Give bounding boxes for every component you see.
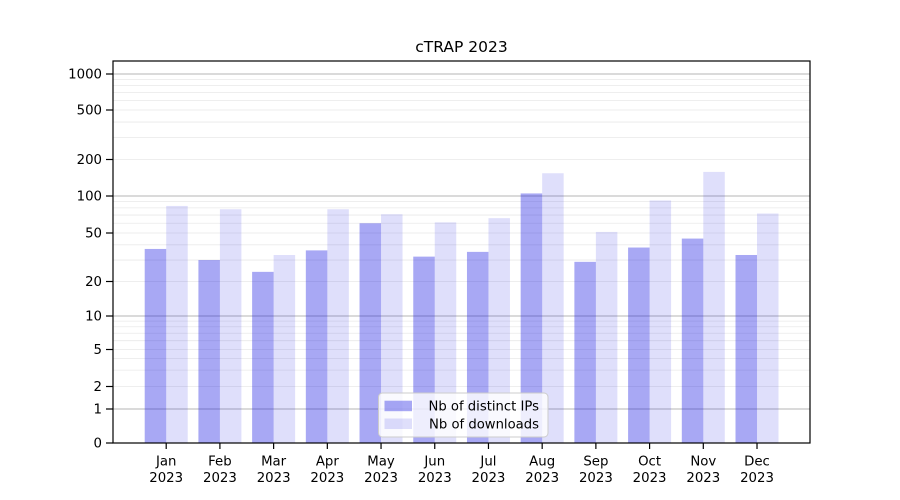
y-tick-label-100: 100 — [77, 190, 102, 205]
legend-box — [378, 392, 549, 438]
x-tick-label-year-jul: 2023 — [472, 471, 506, 486]
y-tick-label-50: 50 — [85, 227, 102, 242]
bar-downloads-sep — [595, 231, 618, 443]
x-tick-label-year-dec: 2023 — [740, 471, 774, 486]
x-tick-label-month-feb: Feb — [208, 455, 232, 470]
bar-downloads-dec — [757, 213, 779, 443]
x-tick-label-year-nov: 2023 — [686, 471, 720, 486]
legend-label-distinct-ips: Nb of distinct IPs — [428, 400, 539, 415]
x-tick-label-month-jun: Jun — [423, 455, 445, 470]
chart-title: cTRAP 2023 — [415, 38, 507, 56]
y-tick-label-200: 200 — [77, 153, 102, 168]
bar-distinct-ips-may — [359, 223, 382, 443]
bar-distinct-ips-aug — [520, 193, 543, 443]
y-tick-label-10: 10 — [85, 310, 102, 325]
x-tick-label-year-aug: 2023 — [525, 471, 559, 486]
x-tick-label-year-may: 2023 — [364, 471, 398, 486]
legend-swatch-downloads — [384, 418, 412, 429]
y-tick-label-1000: 1000 — [68, 68, 102, 83]
x-tick-label-year-apr: 2023 — [310, 471, 344, 486]
bar-distinct-ips-mar — [252, 271, 274, 443]
bar-downloads-jan — [166, 205, 188, 443]
legend: Nb of distinct IPs Nb of downloads — [378, 392, 549, 438]
x-tick-label-month-may: May — [367, 455, 395, 470]
legend-swatch-distinct-ips — [384, 400, 412, 412]
bar-downloads-apr — [327, 209, 349, 443]
bar-downloads-jul — [488, 218, 510, 443]
y-tick-label-2: 2 — [94, 380, 102, 395]
legend-label-downloads: Nb of downloads — [429, 418, 539, 433]
y-tick-label-500: 500 — [77, 104, 102, 119]
x-tick-label-year-mar: 2023 — [257, 471, 291, 486]
x-tick-label-month-aug: Aug — [529, 455, 555, 470]
bar-distinct-ips-dec — [735, 254, 758, 443]
bar-distinct-ips-apr — [305, 250, 328, 443]
bar-downloads-may — [381, 214, 403, 443]
bar-distinct-ips-nov — [681, 238, 704, 443]
bar-downloads-jun — [434, 222, 457, 443]
x-tick-label-year-sep: 2023 — [579, 471, 613, 486]
bar-distinct-ips-oct — [628, 247, 650, 443]
x-tick-label-year-jun: 2023 — [418, 471, 452, 486]
bar-downloads-nov — [703, 171, 725, 443]
bar-distinct-ips-sep — [574, 261, 596, 443]
bar-downloads-oct — [649, 200, 672, 443]
x-tick-label-month-jan: Jan — [155, 455, 177, 470]
x-tick-label-month-jul: Jul — [479, 455, 496, 470]
bar-downloads-feb — [219, 209, 242, 443]
x-tick-label-month-apr: Apr — [316, 455, 340, 470]
x-tick-label-month-mar: Mar — [261, 455, 287, 470]
x-tick-label-year-jan: 2023 — [149, 471, 183, 486]
bar-downloads-aug — [542, 173, 564, 443]
y-tick-label-0: 0 — [94, 437, 102, 452]
bar-distinct-ips-feb — [198, 260, 220, 443]
bar-downloads-mar — [273, 254, 296, 443]
x-tick-label-month-oct: Oct — [638, 455, 661, 470]
x-tick-label-month-sep: Sep — [583, 455, 608, 470]
bar-distinct-ips-jan — [144, 248, 167, 443]
x-tick-label-month-nov: Nov — [690, 455, 716, 470]
y-tick-label-20: 20 — [85, 275, 102, 290]
axes-frame — [112, 60, 811, 444]
x-tick-label-year-feb: 2023 — [203, 471, 237, 486]
y-tick-label-1: 1 — [94, 403, 102, 418]
x-tick-label-month-dec: Dec — [744, 455, 770, 470]
y-tick-label-5: 5 — [94, 343, 102, 358]
x-tick-label-year-oct: 2023 — [633, 471, 667, 486]
